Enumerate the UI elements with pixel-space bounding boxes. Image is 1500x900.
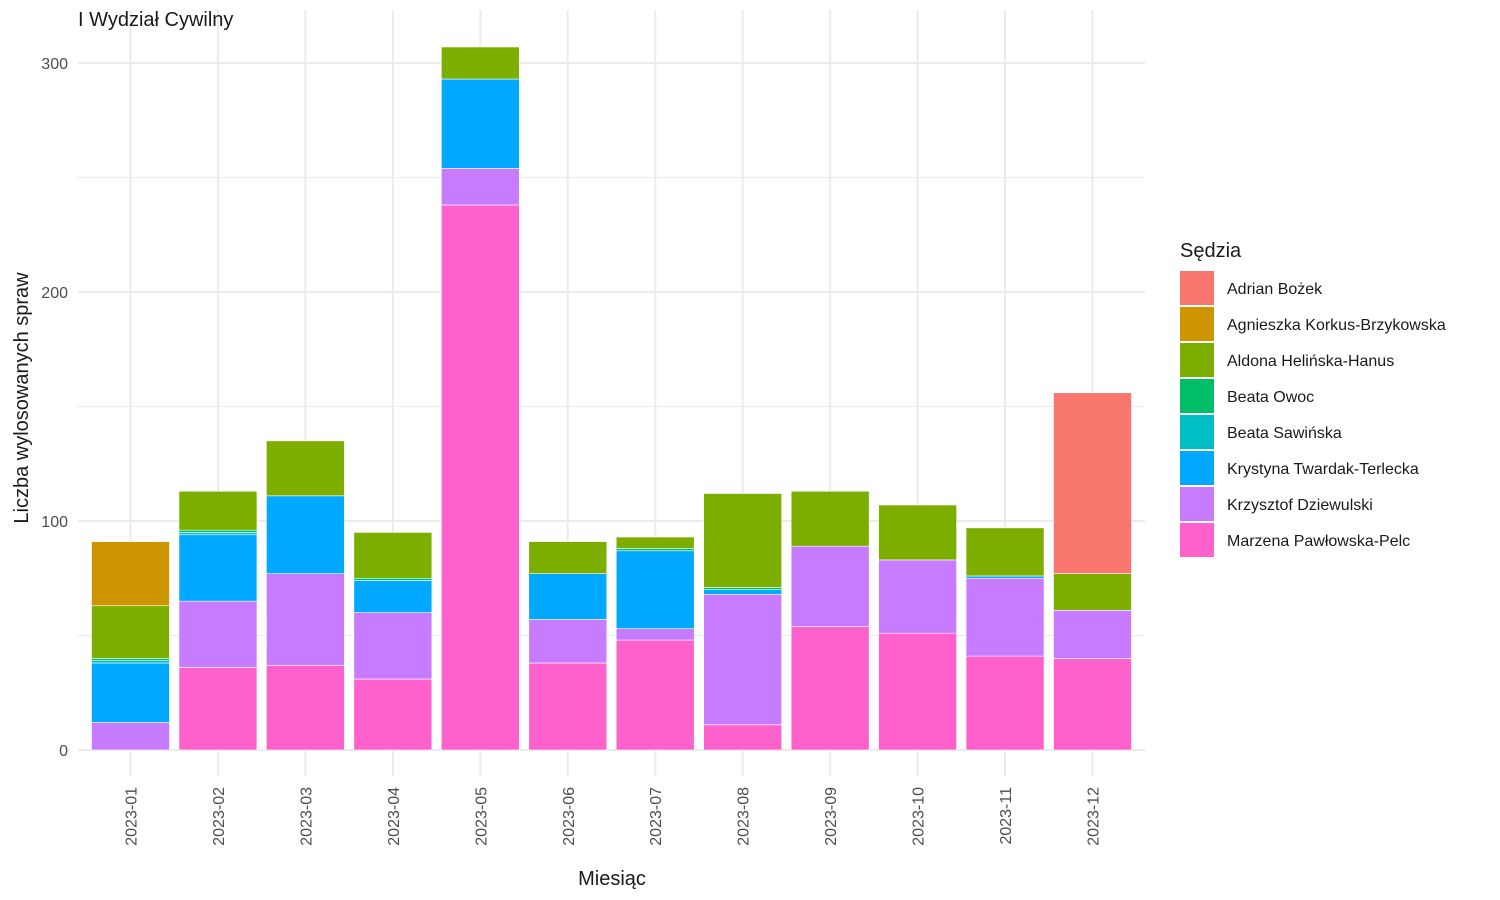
legend-label: Adrian Bożek bbox=[1227, 281, 1323, 298]
bar-segment bbox=[703, 724, 782, 751]
bar-segment bbox=[91, 660, 170, 664]
bar-segment bbox=[703, 493, 782, 588]
bar-segment bbox=[178, 600, 258, 668]
x-tick-label: 2023-08 bbox=[736, 787, 753, 846]
bar-segment bbox=[91, 658, 170, 661]
legend-label: Krystyna Twardak-Terlecka bbox=[1227, 461, 1419, 478]
legend-swatch bbox=[1180, 523, 1214, 557]
y-axis: 0 100 200 300 bbox=[41, 56, 68, 760]
legend-swatch bbox=[1180, 487, 1214, 521]
bar-segment bbox=[703, 587, 782, 590]
bar-segment bbox=[703, 589, 782, 595]
bar-segment bbox=[1053, 610, 1132, 659]
bar-segment bbox=[441, 168, 520, 206]
bar-segment bbox=[615, 536, 695, 549]
bar-segment bbox=[266, 573, 345, 666]
legend: Sędzia Adrian Bożek Agnieszka Korkus-Brzy… bbox=[1180, 240, 1446, 557]
x-axis: 2023-01 2023-02 2023-03 2023-04 2023-05 2023-… bbox=[124, 787, 1103, 846]
legend-swatch bbox=[1180, 451, 1214, 485]
y-tick-label: 300 bbox=[41, 56, 68, 73]
bar-segment bbox=[441, 46, 520, 80]
bar-segment bbox=[1053, 658, 1132, 751]
y-tick-label: 100 bbox=[41, 514, 68, 531]
y-axis-title: Liczba wylosowanych spraw bbox=[11, 272, 33, 524]
legend-title: Sędzia bbox=[1180, 240, 1242, 262]
legend-swatch bbox=[1180, 307, 1214, 341]
bar-segment bbox=[703, 593, 782, 726]
legend-swatch bbox=[1180, 271, 1214, 305]
bar-segment bbox=[790, 490, 870, 547]
bar-segment bbox=[528, 541, 608, 574]
bars bbox=[91, 46, 1132, 751]
y-tick-label: 0 bbox=[59, 743, 68, 760]
bar-segment bbox=[790, 545, 870, 627]
bar-segment bbox=[615, 550, 695, 629]
x-tick-label: 2023-04 bbox=[386, 787, 403, 846]
bar-segment bbox=[441, 78, 520, 169]
legend-swatch bbox=[1180, 343, 1214, 377]
bar-segment bbox=[528, 662, 608, 751]
x-tick-label: 2023-06 bbox=[561, 787, 578, 846]
bar-segment bbox=[528, 619, 608, 664]
bar-segment bbox=[878, 504, 957, 561]
bar-segment bbox=[878, 632, 957, 751]
bar-segment bbox=[965, 527, 1045, 577]
legend-label: Krzysztof Dziewulski bbox=[1227, 497, 1373, 514]
x-tick-label: 2023-09 bbox=[823, 787, 840, 846]
bar-segment bbox=[91, 722, 170, 751]
bar-segment bbox=[615, 548, 695, 552]
bar-segment bbox=[353, 532, 433, 579]
x-tick-label: 2023-10 bbox=[911, 787, 928, 846]
legend-label: Marzena Pawłowska-Pelc bbox=[1227, 533, 1410, 550]
x-tick-label: 2023-03 bbox=[298, 787, 315, 846]
x-tick-label: 2023-01 bbox=[124, 787, 141, 846]
x-tick-label: 2023-07 bbox=[648, 787, 665, 846]
legend-label: Beata Owoc bbox=[1227, 389, 1314, 406]
bar-segment bbox=[615, 639, 695, 751]
bar-segment bbox=[91, 662, 170, 723]
bar-segment bbox=[965, 655, 1045, 751]
bar-segment bbox=[790, 626, 870, 751]
bar-segment bbox=[965, 575, 1045, 579]
bar-segment bbox=[178, 534, 258, 602]
bar-segment bbox=[1053, 573, 1132, 611]
bar-segment bbox=[178, 490, 258, 531]
legend-swatch bbox=[1180, 415, 1214, 449]
y-tick-label: 200 bbox=[41, 285, 68, 302]
legend-label: Agnieszka Korkus-Brzykowska bbox=[1227, 317, 1446, 334]
bar-segment bbox=[178, 532, 258, 536]
bar-segment bbox=[266, 664, 345, 751]
bar-segment bbox=[528, 573, 608, 620]
bar-segment bbox=[878, 559, 957, 634]
bar-segment bbox=[353, 678, 433, 751]
legend-swatch bbox=[1180, 379, 1214, 413]
bar-segment bbox=[266, 495, 345, 574]
bar-segment bbox=[615, 628, 695, 641]
bar-segment bbox=[353, 577, 433, 581]
bar-segment bbox=[441, 204, 520, 751]
bar-segment bbox=[266, 440, 345, 497]
bar-segment bbox=[178, 667, 258, 751]
bar-segment bbox=[353, 612, 433, 680]
bar-segment bbox=[353, 580, 433, 613]
x-tick-label: 2023-02 bbox=[211, 787, 228, 846]
legend-label: Beata Sawińska bbox=[1227, 425, 1342, 442]
x-axis-title: Miesiąc bbox=[578, 868, 646, 890]
x-tick-label: 2023-05 bbox=[473, 787, 490, 846]
x-tick-label: 2023-12 bbox=[1086, 787, 1103, 846]
bar-segment bbox=[91, 605, 170, 659]
legend-label: Aldona Helińska-Hanus bbox=[1227, 353, 1394, 370]
bar-segment bbox=[91, 541, 170, 607]
bar-segment bbox=[1053, 392, 1132, 574]
bar-segment bbox=[178, 529, 258, 533]
chart-title: I Wydział Cywilny bbox=[78, 9, 233, 31]
bar-segment bbox=[965, 577, 1045, 657]
x-tick-label: 2023-11 bbox=[998, 787, 1015, 845]
